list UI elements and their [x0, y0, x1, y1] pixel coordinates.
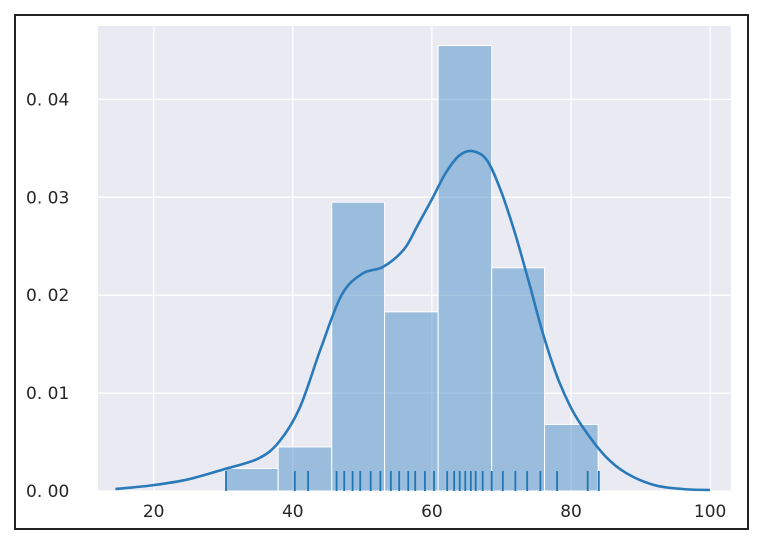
histogram-bar [277, 446, 333, 492]
histogram-bar [491, 267, 546, 492]
y-axis-tick-labels: 0. 00 0. 01 0. 02 0. 03 0. 04 [26, 90, 69, 502]
x-tick-label: 20 [143, 502, 165, 522]
y-tick-label: 0. 00 [26, 482, 69, 502]
histogram-bar [331, 201, 386, 492]
x-tick-label: 100 [694, 502, 726, 522]
x-axis-tick-labels: 20 40 60 80 100 [143, 502, 727, 522]
histogram-bar [437, 45, 493, 492]
x-tick-label: 60 [421, 502, 443, 522]
histogram-bars [224, 45, 599, 492]
x-tick-label: 40 [282, 502, 304, 522]
histogram-bar [384, 311, 439, 492]
histogram-chart: 20 40 60 80 100 0. 00 0. 01 0. 02 0. 03 0. 04 [26, 26, 731, 522]
kde-curve [115, 149, 711, 492]
chart-frame: 20 40 60 80 100 0. 00 0. 01 0. 02 0. 03 0. 04 [14, 14, 749, 530]
y-tick-label: 0. 04 [26, 90, 69, 110]
rug-marks [225, 471, 600, 491]
x-tick-label: 80 [560, 502, 582, 522]
y-tick-label: 0. 03 [26, 188, 69, 208]
histogram-bar [224, 467, 279, 492]
histogram-bar [544, 423, 599, 492]
y-tick-label: 0. 01 [26, 384, 69, 404]
y-tick-label: 0. 02 [26, 286, 69, 306]
